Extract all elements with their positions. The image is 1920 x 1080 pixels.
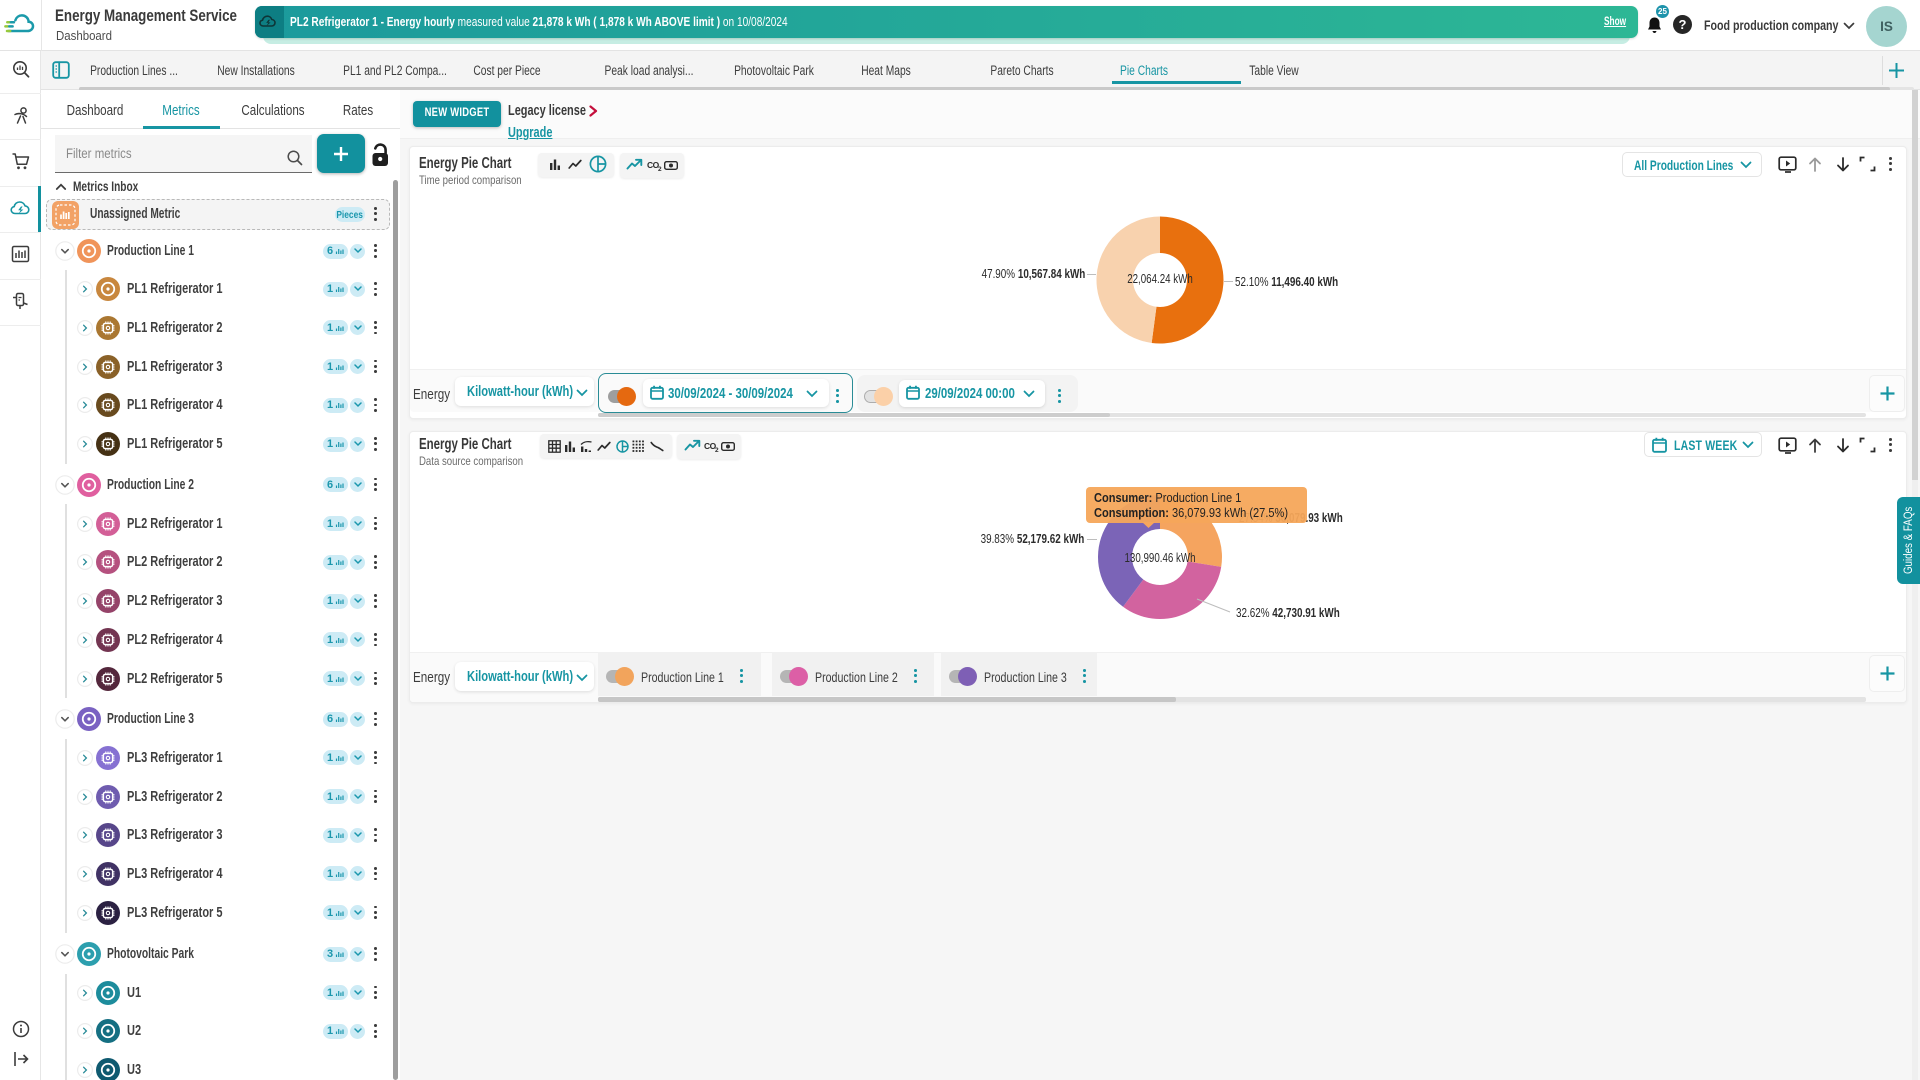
svg-text:CO: CO (704, 441, 717, 451)
svg-text:CO: CO (647, 160, 660, 170)
svg-text:2: 2 (715, 447, 719, 453)
svg-text:2: 2 (658, 166, 662, 172)
